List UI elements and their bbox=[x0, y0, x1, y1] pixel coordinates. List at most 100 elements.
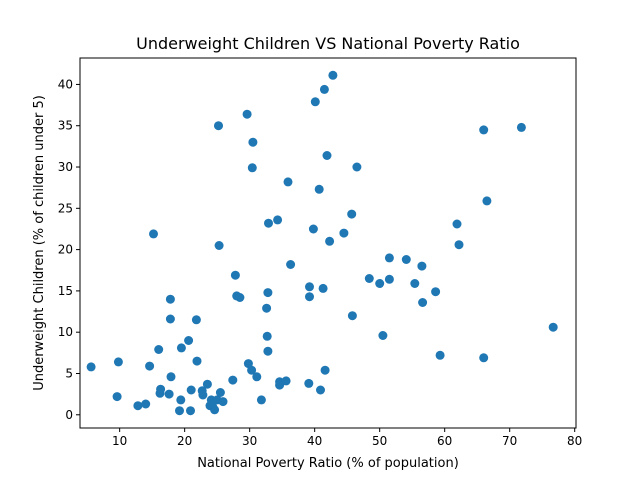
data-point bbox=[325, 236, 335, 246]
x-tick-label: 40 bbox=[307, 434, 322, 448]
x-axis-label: National Poverty Ratio (% of population) bbox=[197, 456, 459, 471]
data-point bbox=[320, 365, 330, 375]
data-point bbox=[176, 395, 186, 405]
y-axis-label: Underweight Children (% of children unde… bbox=[32, 95, 47, 391]
data-point bbox=[215, 388, 225, 397]
x-tick-label: 70 bbox=[502, 434, 517, 448]
data-point bbox=[275, 380, 285, 390]
data-point bbox=[452, 219, 462, 229]
data-point bbox=[176, 343, 186, 353]
data-point bbox=[214, 121, 223, 131]
data-point bbox=[548, 322, 558, 332]
y-tick-label: 30 bbox=[58, 160, 73, 174]
data-point bbox=[263, 346, 273, 356]
x-tick-label: 20 bbox=[177, 434, 192, 448]
data-point bbox=[347, 209, 357, 219]
data-point bbox=[198, 390, 208, 400]
data-point bbox=[256, 395, 266, 405]
data-point bbox=[192, 356, 202, 366]
data-point bbox=[202, 379, 212, 389]
data-point bbox=[314, 184, 324, 194]
data-point bbox=[364, 274, 374, 283]
data-point bbox=[308, 224, 318, 234]
data-point bbox=[305, 292, 314, 302]
data-point bbox=[186, 385, 196, 395]
data-point bbox=[281, 376, 291, 386]
data-point bbox=[347, 311, 357, 321]
data-point bbox=[264, 218, 273, 228]
data-point bbox=[339, 228, 349, 238]
data-point bbox=[263, 288, 273, 298]
data-point bbox=[112, 392, 122, 402]
data-point bbox=[283, 177, 293, 187]
y-tick-label: 35 bbox=[58, 119, 73, 133]
chart-title: Underweight Children VS National Poverty… bbox=[136, 34, 520, 53]
data-point bbox=[184, 336, 194, 345]
x-tick-label: 10 bbox=[112, 434, 127, 448]
data-point bbox=[175, 406, 184, 416]
data-point bbox=[214, 241, 224, 250]
y-axis-ticks: 0 5 10 15 20 25 30 35 40 bbox=[58, 77, 80, 422]
x-tick-label: 30 bbox=[242, 434, 257, 448]
plot-area-frame bbox=[79, 57, 577, 429]
x-axis-ticks: 10 20 30 40 50 60 70 80 bbox=[112, 428, 582, 448]
data-point bbox=[482, 196, 492, 206]
data-point bbox=[242, 109, 252, 119]
data-point bbox=[318, 283, 328, 293]
data-point bbox=[133, 401, 143, 411]
data-point bbox=[352, 162, 362, 172]
data-point bbox=[247, 163, 257, 173]
data-point bbox=[305, 282, 314, 292]
data-point bbox=[154, 345, 164, 354]
data-point bbox=[378, 331, 388, 340]
data-point bbox=[247, 365, 257, 375]
y-tick-label: 5 bbox=[65, 366, 73, 380]
y-tick-label: 15 bbox=[58, 284, 73, 298]
y-tick-label: 0 bbox=[65, 408, 73, 422]
data-point bbox=[156, 384, 166, 394]
data-point bbox=[218, 397, 228, 407]
data-point bbox=[479, 125, 489, 135]
data-point bbox=[401, 255, 411, 264]
data-point bbox=[228, 375, 238, 385]
data-point bbox=[165, 314, 175, 324]
data-point bbox=[417, 261, 427, 271]
data-point bbox=[418, 298, 428, 307]
data-point bbox=[164, 389, 174, 399]
y-tick-label: 20 bbox=[58, 243, 73, 257]
data-point bbox=[262, 303, 272, 313]
data-point bbox=[210, 405, 220, 415]
data-point bbox=[319, 84, 329, 94]
data-point bbox=[304, 378, 314, 388]
data-point bbox=[375, 279, 385, 288]
data-point bbox=[516, 122, 526, 132]
data-point bbox=[410, 279, 420, 288]
data-point bbox=[435, 350, 445, 360]
data-points bbox=[86, 70, 558, 416]
data-point bbox=[384, 253, 394, 263]
data-point bbox=[149, 229, 158, 239]
data-point bbox=[273, 215, 283, 225]
data-point bbox=[230, 270, 240, 280]
data-point bbox=[322, 151, 332, 160]
data-point bbox=[191, 315, 201, 325]
data-point bbox=[316, 385, 325, 395]
data-point bbox=[252, 372, 262, 382]
y-tick-label: 40 bbox=[58, 77, 73, 91]
data-point bbox=[479, 353, 489, 363]
data-point bbox=[186, 406, 195, 416]
y-tick-label: 25 bbox=[58, 201, 73, 215]
data-point bbox=[248, 137, 258, 147]
x-tick-label: 60 bbox=[437, 434, 452, 448]
data-point bbox=[165, 294, 175, 304]
data-point bbox=[113, 357, 123, 367]
data-point bbox=[286, 260, 296, 269]
data-point bbox=[384, 274, 394, 284]
data-point bbox=[145, 361, 155, 371]
data-point bbox=[454, 240, 464, 250]
data-point bbox=[141, 399, 151, 409]
data-point bbox=[235, 293, 245, 302]
y-tick-label: 10 bbox=[58, 325, 73, 339]
